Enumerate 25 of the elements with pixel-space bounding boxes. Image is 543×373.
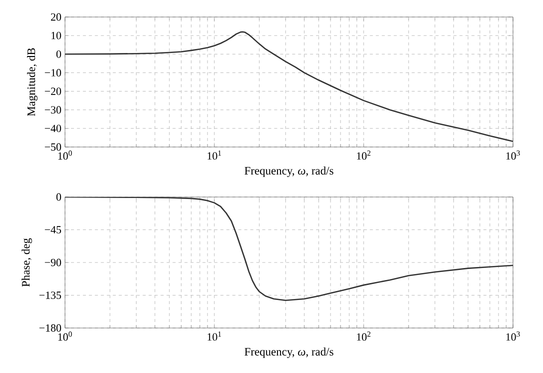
- y-tick-label: −40: [44, 124, 62, 132]
- x-tick-label: 10$^{2}$: [356, 332, 370, 341]
- y-tick-label: −50: [44, 143, 62, 151]
- y-tick-label: −10: [44, 69, 62, 76]
- x-axis-title: Frequency, ω, rad/s: [244, 348, 334, 358]
- y-axis-title: Magnitude, dB: [27, 48, 38, 116]
- x-tick-label: 10$^{3}$: [506, 332, 520, 341]
- y-tick-label: 10: [51, 32, 62, 40]
- y-tick-label: 0: [56, 50, 62, 58]
- x-tick-label: 10$^{1}$: [208, 150, 222, 160]
- y-tick-label: −30: [44, 106, 62, 114]
- y-tick-label: −20: [44, 88, 62, 95]
- x-tick-label: 10$^{0}$: [58, 150, 72, 160]
- x-axis-title: Frequency, ω, rad/s: [244, 166, 334, 177]
- x-tick-label: 10$^{0}$: [58, 332, 72, 341]
- y-tick-label: −90: [44, 258, 62, 266]
- x-tick-label: 10$^{3}$: [506, 150, 520, 160]
- y-tick-label: −135: [39, 292, 62, 299]
- x-tick-label: 10$^{2}$: [356, 150, 370, 160]
- y-tick-label: 20: [51, 13, 62, 21]
- x-tick-label: 10$^{1}$: [208, 332, 222, 341]
- y-tick-label: −180: [39, 324, 62, 332]
- y-tick-label: −45: [44, 226, 62, 234]
- y-axis-title: Phase, deg: [22, 238, 32, 287]
- y-tick-label: 0: [56, 193, 62, 201]
